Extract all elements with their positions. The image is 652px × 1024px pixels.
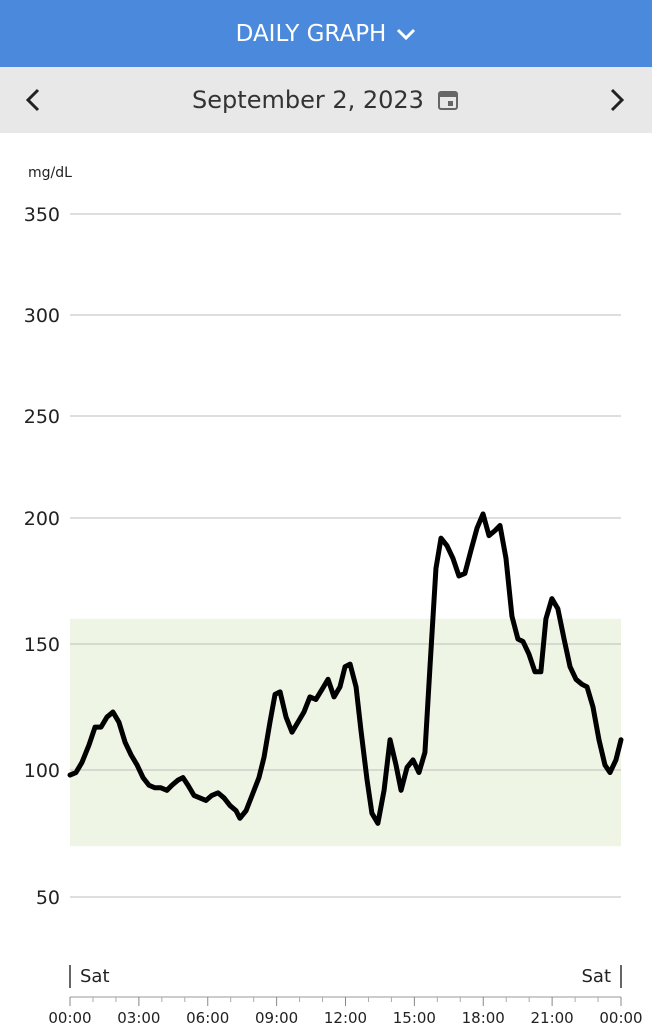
x-tick-label: 09:00 (255, 1009, 298, 1024)
y-tick-label: 50 (36, 887, 60, 909)
date-text: September 2, 2023 (192, 86, 424, 114)
glucose-line (67, 511, 624, 826)
x-tick-label: 15:00 (393, 1009, 436, 1024)
y-tick-label: 100 (24, 760, 60, 782)
y-tick-label: 350 (24, 204, 60, 226)
dropdown-icon (397, 28, 416, 40)
x-tick-label: 00:00 (599, 1009, 642, 1024)
x-tick-label: 18:00 (462, 1009, 505, 1024)
day-label: Sat (80, 966, 110, 987)
target-range (70, 618, 621, 847)
y-tick-label: 150 (24, 634, 60, 656)
date-picker[interactable]: September 2, 2023 (0, 67, 652, 133)
day-label: Sat (581, 966, 611, 987)
header-title: DAILY GRAPH (235, 20, 387, 47)
x-tick-label: 21:00 (531, 1009, 574, 1024)
y-tick-label: 250 (24, 406, 60, 428)
y-tick-label: 200 (24, 508, 60, 530)
y-tick-label: 300 (24, 305, 60, 327)
x-tick-label: 00:00 (48, 1009, 91, 1024)
prev-button[interactable] (22, 87, 44, 113)
x-tick-label: 03:00 (117, 1009, 160, 1024)
x-tick-label: 12:00 (324, 1009, 367, 1024)
calendar-icon (437, 91, 458, 110)
x-tick-label: 06:00 (186, 1009, 229, 1024)
date-bar: September 2, 2023 (0, 67, 652, 133)
next-button[interactable] (606, 87, 628, 113)
header[interactable]: DAILY GRAPH (0, 0, 652, 67)
y-unit: mg/dL (28, 165, 72, 181)
